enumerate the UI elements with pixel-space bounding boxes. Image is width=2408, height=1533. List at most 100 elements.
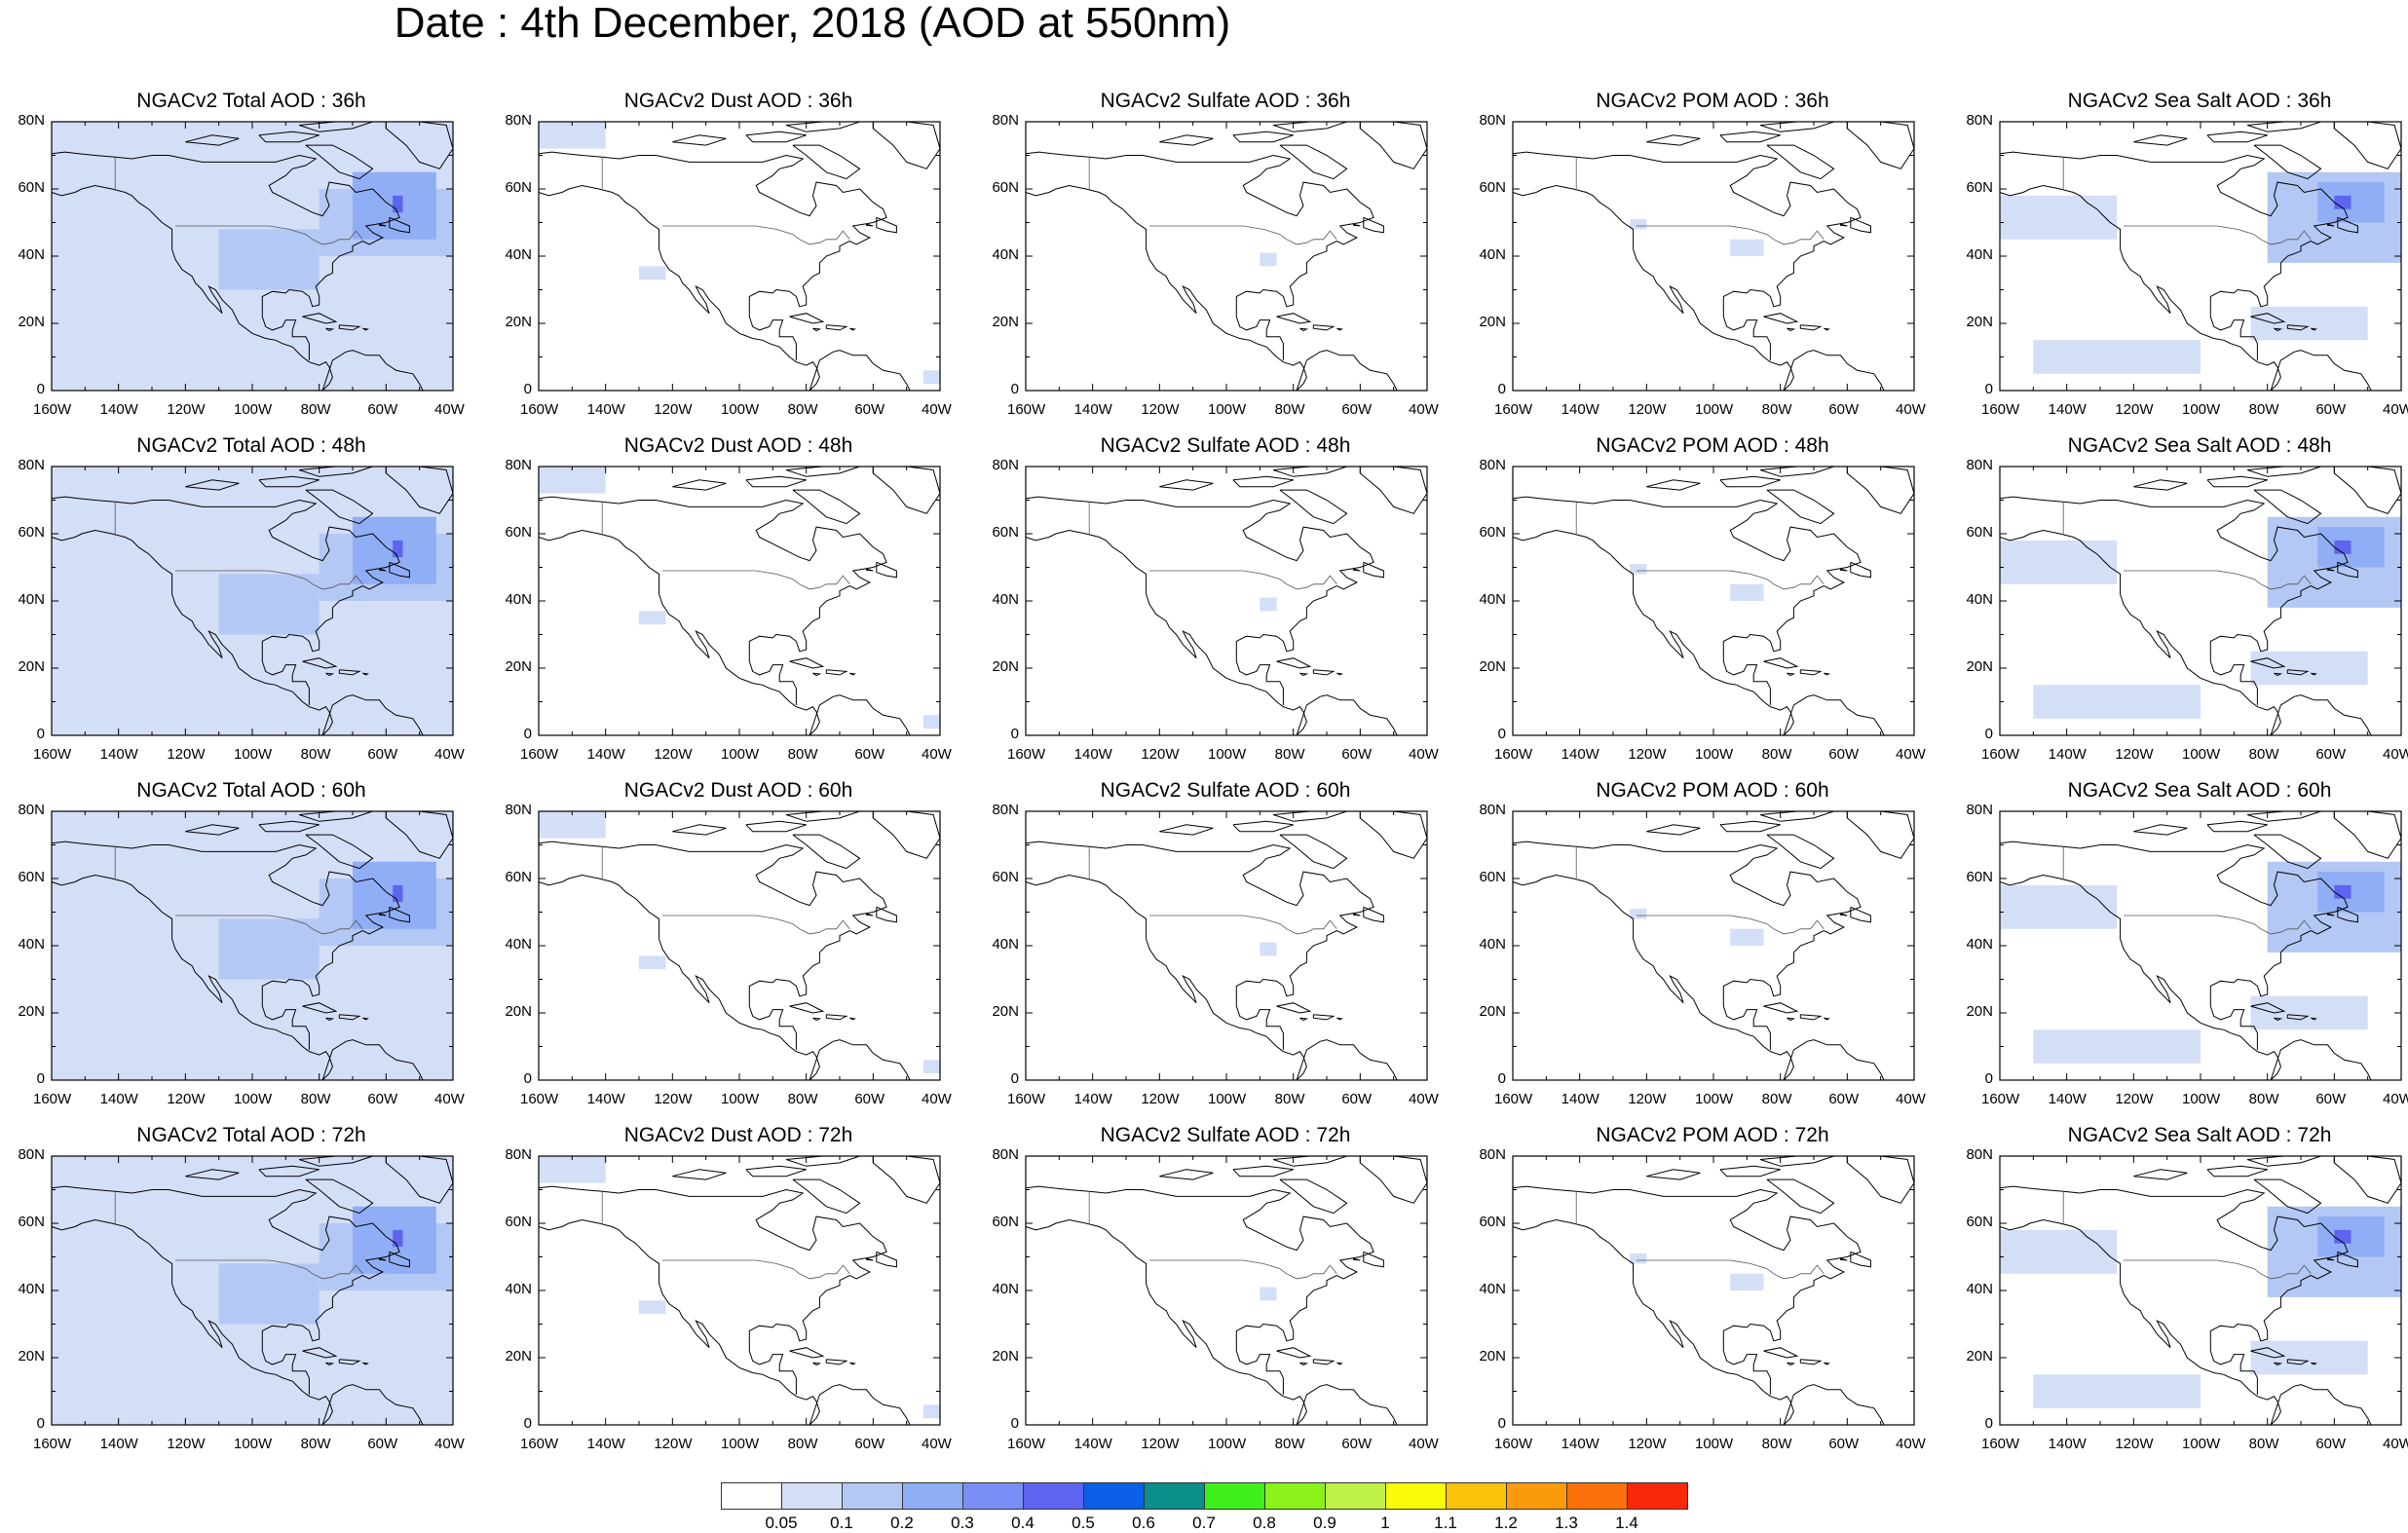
coastline <box>1512 1185 1862 1395</box>
aod-map <box>1999 466 2402 736</box>
aod-shading <box>2250 995 2368 1030</box>
coastline <box>538 496 887 705</box>
lat-tick-label: 0 <box>1497 1415 1506 1432</box>
aod-shading <box>2334 1229 2352 1244</box>
lon-tick-label: 140W <box>586 1436 625 1452</box>
island-outline <box>1299 1017 1309 1022</box>
lat-tick-label: 20N <box>18 658 45 675</box>
lon-tick-label: 140W <box>1073 401 1112 418</box>
coastline <box>538 841 887 1050</box>
lon-tick-label: 160W <box>33 746 72 763</box>
panel-title: NGACv2 Total AOD : 60h <box>136 779 366 802</box>
lat-tick-label: 0 <box>1010 1070 1019 1087</box>
lon-tick-label: 160W <box>1494 746 1533 763</box>
island-outline <box>2206 131 2268 143</box>
island-outline <box>812 672 822 677</box>
aod-map <box>538 121 941 392</box>
lon-tick-label: 100W <box>234 401 273 418</box>
island-outline <box>185 479 240 491</box>
aod-shading <box>1260 252 1277 267</box>
aod-shading <box>393 195 403 213</box>
lat-tick-label: 0 <box>1984 381 1993 397</box>
coastline <box>51 151 400 360</box>
lon-tick-label: 120W <box>654 746 693 763</box>
island-outline <box>1766 489 1835 525</box>
lon-tick-label: 60W <box>2315 746 2347 763</box>
lat-tick-label: 40N <box>992 1281 1019 1297</box>
lat-tick-label: 40N <box>1479 936 1506 953</box>
lon-tick-label: 80W <box>1761 1091 1792 1107</box>
coastline <box>1512 151 1862 360</box>
coastline <box>1999 496 2349 705</box>
coastline <box>1512 496 1862 705</box>
aod-shading <box>2033 1374 2201 1408</box>
aod-shading <box>218 918 320 980</box>
aod-shading <box>393 1229 403 1248</box>
lon-tick-label: 100W <box>1208 1436 1247 1452</box>
lon-tick-label: 100W <box>2182 746 2221 763</box>
aod-shading <box>1630 909 1647 919</box>
lon-tick-label: 160W <box>520 1436 559 1452</box>
lat-tick-label: 0 <box>36 381 45 397</box>
lon-tick-label: 100W <box>1208 401 1247 418</box>
island-outline <box>2133 1169 2188 1180</box>
lon-tick-label: 40W <box>1409 1436 1439 1452</box>
island-outline <box>338 1359 361 1365</box>
island-outline <box>745 1165 807 1178</box>
lat-tick-label: 80N <box>18 457 45 473</box>
lon-tick-label: 120W <box>167 401 206 418</box>
island-outline <box>338 669 361 676</box>
island-outline <box>1299 672 1309 677</box>
lon-tick-label: 140W <box>586 401 625 418</box>
colorbar-label: 0.4 <box>1011 1514 1035 1532</box>
panel-title: NGACv2 Sulfate AOD : 72h <box>1100 1124 1351 1146</box>
lon-tick-label: 60W <box>367 1436 398 1452</box>
island-outline <box>1272 810 1347 822</box>
aod-shading <box>2250 306 2368 341</box>
island-outline <box>866 913 874 916</box>
island-outline <box>1336 1017 1343 1021</box>
lat-tick-label: 20N <box>992 1003 1019 1020</box>
lat-tick-label: 20N <box>18 1348 45 1365</box>
island-outline <box>1799 324 1823 331</box>
lon-tick-label: 60W <box>1828 746 1860 763</box>
island-outline <box>1787 1017 1796 1022</box>
island-outline <box>872 121 941 169</box>
island-outline <box>872 810 941 859</box>
island-outline <box>2253 489 2322 525</box>
lon-tick-label: 80W <box>787 1091 818 1107</box>
island-outline <box>1363 216 1384 234</box>
lon-tick-label: 120W <box>167 1091 206 1107</box>
lon-tick-label: 140W <box>1561 1091 1599 1107</box>
map-panel: NGACv2 Sulfate AOD : 36h 80N 60N 40N 20N 0 160… <box>974 0 1461 418</box>
island-outline <box>1272 121 1347 132</box>
lat-tick-label: 40N <box>18 1281 45 1297</box>
map-panel: NGACv2 Dust AOD : 36h 80N 60N 40N 20N 0 160W 14… <box>487 0 974 418</box>
lat-tick-label: 80N <box>505 1146 532 1163</box>
lat-tick-label: 80N <box>18 1146 45 1163</box>
aod-map <box>1025 121 1428 392</box>
island-outline <box>2337 906 2358 923</box>
lon-tick-label: 60W <box>367 401 398 418</box>
coastline <box>1025 1185 1374 1395</box>
lat-tick-label: 20N <box>505 1348 532 1365</box>
island-outline <box>1363 561 1384 579</box>
coastline <box>1999 529 2372 736</box>
lon-tick-label: 60W <box>1341 401 1373 418</box>
island-outline <box>1159 824 1214 836</box>
aod-shading <box>2334 195 2352 209</box>
island-outline <box>1353 223 1361 227</box>
lat-tick-label: 80N <box>1966 1146 1993 1163</box>
island-outline <box>389 1251 410 1268</box>
aod-shading <box>1730 239 1764 256</box>
lon-tick-label: 100W <box>2182 1436 2221 1452</box>
lat-tick-label: 60N <box>18 524 45 541</box>
lon-tick-label: 120W <box>2115 401 2154 418</box>
lon-tick-label: 120W <box>1141 1436 1180 1452</box>
lon-tick-label: 100W <box>1208 746 1247 763</box>
lon-tick-label: 160W <box>33 1436 72 1452</box>
lon-tick-label: 120W <box>1628 746 1667 763</box>
lon-tick-label: 60W <box>1341 1091 1373 1107</box>
lat-tick-label: 60N <box>1479 869 1506 885</box>
island-outline <box>2333 1155 2402 1204</box>
